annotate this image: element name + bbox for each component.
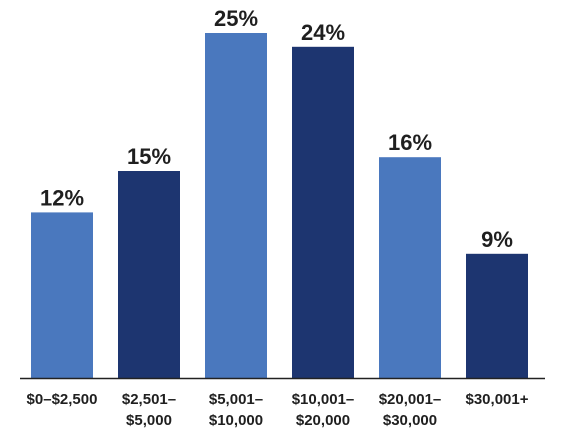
x-tick-label-line: $30,001+ <box>466 391 529 408</box>
x-tick-label: $20,001– $30,000 <box>379 391 442 429</box>
x-tick-label: $30,001+ <box>466 391 529 408</box>
x-tick-label: $5,001– $10,000 <box>209 391 263 429</box>
x-tick-label-line: $5,001– <box>209 391 263 408</box>
bar <box>379 157 441 378</box>
x-tick-label-line: $0–$2,500 <box>27 391 98 408</box>
x-tick-label-line: $20,000 <box>296 412 350 429</box>
bar <box>205 33 267 378</box>
x-tick-label-line: $10,000 <box>209 412 263 429</box>
bar-value-label: 24% <box>301 20 345 45</box>
bar-value-label: 16% <box>388 130 432 155</box>
bar <box>31 212 93 378</box>
bar-value-label: 12% <box>40 185 84 210</box>
x-tick-label: $10,001– $20,000 <box>292 391 355 429</box>
x-tick-label-line: $2,501– <box>122 391 176 408</box>
bar-value-label: 9% <box>481 227 513 252</box>
bar-value-label: 15% <box>127 144 171 169</box>
bar <box>466 253 528 378</box>
x-tick-labels-group: $0–$2,500 $2,501– $5,000 $5,001– $10,000 $10,… <box>27 391 529 429</box>
bar <box>118 171 180 378</box>
x-tick-label: $0–$2,500 <box>27 391 98 408</box>
x-tick-label-line: $20,001– <box>379 391 442 408</box>
x-tick-label-line: $10,001– <box>292 391 355 408</box>
bar <box>292 46 354 379</box>
x-tick-label-line: $5,000 <box>126 412 172 429</box>
x-tick-label: $2,501– $5,000 <box>122 391 176 429</box>
x-tick-label-line: $30,000 <box>383 412 437 429</box>
bar-value-label: 25% <box>214 6 258 31</box>
value-labels-group: 12% 15% 25% 24% 16% 9% <box>40 6 513 252</box>
bars-group <box>31 33 528 379</box>
